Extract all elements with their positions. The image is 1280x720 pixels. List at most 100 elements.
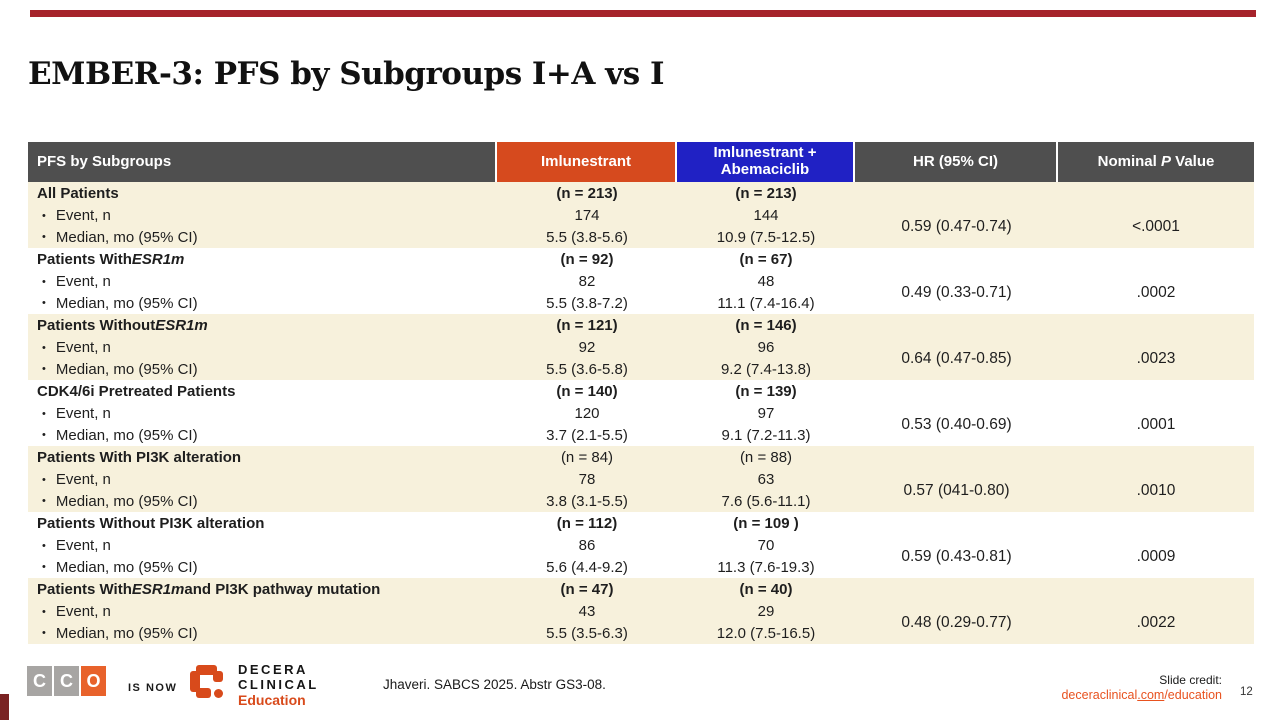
arm2-median-value: 9.2 (7.4-13.8) xyxy=(720,360,812,378)
arm2-n-value: (n = 139) xyxy=(735,383,797,400)
bullet-icon: • xyxy=(42,429,46,441)
arm1-n-value: (n = 47) xyxy=(560,581,614,598)
bullet-icon: • xyxy=(42,363,46,375)
bullet-icon: • xyxy=(42,539,46,552)
arm2-event-value: 97 xyxy=(757,405,775,422)
p-value: .0009 xyxy=(1136,547,1176,565)
arm1-event-value: 78 xyxy=(578,471,596,488)
decera-logo-text: DECERA CLINICAL Education xyxy=(238,662,319,709)
hr-value: 0.59 (0.47-0.74) xyxy=(901,217,1012,235)
row-label-event-n: • Event, n xyxy=(42,405,111,422)
p-value: .0001 xyxy=(1136,415,1176,433)
bullet-icon: • xyxy=(42,495,46,507)
bullet-icon: • xyxy=(42,297,46,309)
table-row: Patients With ESR1m (n = 92) (n = 67) • Even… xyxy=(28,248,1254,314)
arm2-n-value: (n = 109 ) xyxy=(733,515,799,532)
table-row: CDK4/6i Pretreated Patients (n = 140) (n =… xyxy=(28,380,1254,446)
arm1-median-value: 3.8 (3.1-5.5) xyxy=(546,492,628,510)
arm1-event-value: 43 xyxy=(578,603,596,620)
subgroup-name: Patients With ESR1m xyxy=(37,251,185,268)
cco-logo-letter: C xyxy=(27,666,52,696)
slide-credit: Slide credit: deceraclinical.com/educati… xyxy=(1061,673,1222,703)
table-row: All Patients (n = 213) (n = 213) • Event, n 1… xyxy=(28,182,1254,248)
arm1-event-value: 92 xyxy=(578,339,596,356)
arm2-median-value: 10.9 (7.5-12.5) xyxy=(716,228,816,246)
slide-credit-label: Slide credit: xyxy=(1159,673,1222,687)
arm1-n-value: (n = 92) xyxy=(560,251,614,268)
arm2-median-value: 7.6 (5.6-11.1) xyxy=(721,492,811,510)
bullet-icon: • xyxy=(42,231,46,243)
subgroup-name: All Patients xyxy=(37,185,119,202)
arm1-event-value: 174 xyxy=(574,207,600,224)
arm2-n-value: (n = 213) xyxy=(735,185,797,202)
arm1-median-value: 5.5 (3.5-6.3) xyxy=(546,624,628,642)
row-label-median: • Median, mo (95% CI) xyxy=(42,492,198,510)
row-label-event-n: • Event, n xyxy=(42,339,111,356)
table-row: Patients Without PI3K alteration (n = 112… xyxy=(28,512,1254,578)
arm1-event-value: 120 xyxy=(574,405,600,422)
arm2-n-value: (n = 67) xyxy=(739,251,793,268)
subgroup-name: Patients Without PI3K alteration xyxy=(37,515,265,532)
row-label-median: • Median, mo (95% CI) xyxy=(42,360,198,378)
page-number: 12 xyxy=(1240,686,1253,698)
subgroup-name: Patients With PI3K alteration xyxy=(37,449,242,466)
cco-logo-letter: O xyxy=(81,666,106,696)
p-value: .0022 xyxy=(1136,613,1176,631)
table-row: Patients With ESR1m and PI3K pathway mut… xyxy=(28,578,1254,644)
hr-value: 0.49 (0.33-0.71) xyxy=(901,283,1012,301)
arm1-event-value: 82 xyxy=(578,273,596,290)
column-header-hr: HR (95% CI) xyxy=(855,142,1058,182)
arm2-n-value: (n = 146) xyxy=(735,317,797,334)
arm2-event-value: 70 xyxy=(757,537,775,554)
row-label-event-n: • Event, n xyxy=(42,273,111,290)
row-label-median: • Median, mo (95% CI) xyxy=(42,294,198,312)
row-label-median: • Median, mo (95% CI) xyxy=(42,426,198,444)
column-header-subgroups: PFS by Subgroups xyxy=(28,142,497,182)
arm2-n-value: (n = 88) xyxy=(739,449,793,466)
column-header-pvalue: Nominal P Value xyxy=(1058,142,1254,182)
hr-value: 0.48 (0.29-0.77) xyxy=(901,613,1012,631)
arm1-n-value: (n = 213) xyxy=(556,185,618,202)
bullet-icon: • xyxy=(42,627,46,639)
arm2-event-value: 144 xyxy=(753,207,779,224)
arm2-median-value: 12.0 (7.5-16.5) xyxy=(716,624,816,642)
hr-value: 0.64 (0.47-0.85) xyxy=(901,349,1012,367)
arm1-n-value: (n = 121) xyxy=(556,317,618,334)
column-header-imlunestrant-abemaciclib: Imlunestrant + Abemaciclib xyxy=(677,142,855,182)
is-now-label: IS NOW xyxy=(128,682,178,694)
arm1-n-value: (n = 84) xyxy=(560,449,614,466)
p-value: .0002 xyxy=(1136,283,1176,301)
arm2-n-value: (n = 40) xyxy=(739,581,793,598)
row-label-event-n: • Event, n xyxy=(42,537,111,554)
decera-wordmark-line2: CLINICAL xyxy=(238,677,319,692)
bullet-icon: • xyxy=(42,407,46,420)
p-value: .0010 xyxy=(1136,481,1176,499)
cco-logo-letter: C xyxy=(54,666,79,696)
arm1-median-value: 5.5 (3.6-5.8) xyxy=(546,360,628,378)
arm2-median-value: 11.1 (7.4-16.4) xyxy=(717,294,815,312)
arm1-n-value: (n = 112) xyxy=(556,515,618,532)
hr-value: 0.53 (0.40-0.69) xyxy=(901,415,1012,433)
page-title: EMBER-3: PFS by Subgroups I+A vs I xyxy=(28,56,665,92)
arm1-median-value: 5.5 (3.8-7.2) xyxy=(546,294,628,312)
decera-education-label: Education xyxy=(238,692,306,708)
row-label-median: • Median, mo (95% CI) xyxy=(42,558,198,576)
row-label-median: • Median, mo (95% CI) xyxy=(42,228,198,246)
arm1-event-value: 86 xyxy=(578,537,596,554)
arm1-median-value: 5.6 (4.4-9.2) xyxy=(546,558,628,576)
arm2-event-value: 48 xyxy=(757,273,775,290)
subgroup-name: CDK4/6i Pretreated Patients xyxy=(37,383,236,400)
decera-wordmark-line1: DECERA xyxy=(238,662,308,677)
arm2-median-value: 9.1 (7.2-11.3) xyxy=(721,426,811,444)
slide-credit-link[interactable]: deceraclinical.com/education xyxy=(1061,688,1222,702)
row-label-event-n: • Event, n xyxy=(42,603,111,620)
arm2-median-value: 11.3 (7.6-19.3) xyxy=(717,558,815,576)
row-label-event-n: • Event, n xyxy=(42,207,111,224)
arm2-event-value: 63 xyxy=(757,471,775,488)
decera-logo-icon xyxy=(190,665,223,698)
bullet-icon: • xyxy=(42,209,46,222)
arm2-event-value: 96 xyxy=(757,339,775,356)
table-row: Patients With PI3K alteration (n = 84) (n … xyxy=(28,446,1254,512)
subgroup-name: Patients Without ESR1m xyxy=(37,317,208,334)
